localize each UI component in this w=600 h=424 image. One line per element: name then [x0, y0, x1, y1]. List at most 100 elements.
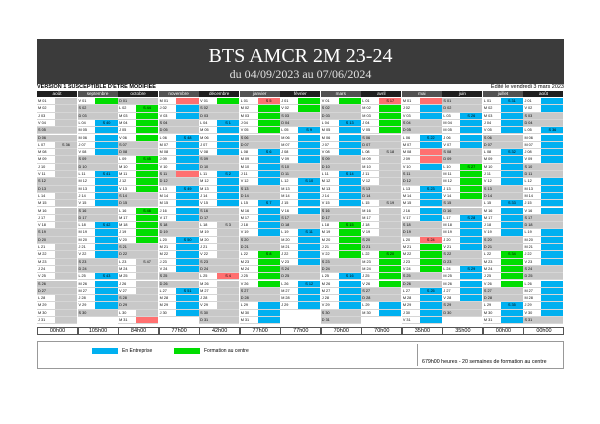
day-label: M 05 [199, 127, 217, 135]
day-label: M 26 [77, 280, 96, 288]
day-label: V 29 [320, 302, 339, 310]
day-activity-cell [541, 258, 564, 266]
day-activity-cell: S 33 [500, 200, 523, 208]
day-label: M 09 [37, 156, 55, 164]
day-activity-cell [216, 280, 240, 288]
day-label: J 02 [401, 105, 420, 113]
day-activity-cell [257, 317, 280, 325]
day-label: J 31 [37, 317, 55, 325]
day-activity-cell [176, 156, 199, 164]
day-label: D 06 [37, 134, 55, 142]
day-label: M 06 [523, 134, 542, 142]
day-label: S 30 [320, 309, 339, 317]
day-label: M 17 [239, 214, 258, 223]
day-activity-cell [95, 192, 118, 201]
day-activity-cell [135, 141, 159, 150]
day-label: J 25 [482, 273, 501, 281]
day-activity-cell [95, 229, 118, 237]
day-label: M 03 [482, 112, 501, 120]
day-activity-cell [176, 302, 199, 310]
day-label: M 19 [442, 229, 461, 237]
day-label: L 11 [199, 171, 217, 179]
day-activity-cell [216, 156, 240, 164]
day-label: M 03 [239, 112, 258, 120]
day-activity-cell: S 46 [135, 207, 159, 215]
day-label: V 22 [199, 251, 217, 259]
day-activity-cell [500, 273, 523, 281]
day-label: J 27 [442, 287, 461, 296]
day-activity-cell [257, 229, 280, 237]
day-label: V 12 [482, 178, 501, 186]
day-activity-cell [135, 214, 159, 223]
day-activity-cell [257, 309, 280, 317]
day-activity-cell [135, 185, 159, 193]
day-label: M 05 [320, 127, 339, 135]
day-activity-cell [135, 265, 159, 274]
day-label: D 25 [280, 273, 299, 281]
day-activity-cell [257, 119, 280, 128]
day-label: J 03 [37, 112, 55, 120]
day-activity-cell [460, 149, 483, 157]
day-label: L 22 [482, 251, 501, 259]
day-label: L 25 [77, 273, 96, 281]
day-label: L 15 [361, 200, 380, 208]
day-label: M 05 [442, 127, 461, 135]
day-label: V 12 [239, 178, 258, 186]
day-activity-cell [54, 295, 78, 303]
day-activity-cell [95, 185, 118, 193]
day-activity-cell [338, 149, 361, 157]
day-label: M 12 [199, 178, 217, 186]
day-label: J 06 [442, 134, 461, 142]
entreprise-label: En Entreprise [122, 348, 153, 354]
day-activity-cell [379, 222, 402, 230]
title-banner: BTS AMCR 2M 23-24 du 04/09/2023 au 07/06… [37, 39, 564, 84]
day-label: V 08 [199, 149, 217, 157]
day-label: M 10 [118, 163, 136, 171]
day-activity-cell: S 45 [135, 156, 159, 164]
day-label: V 23 [280, 258, 299, 266]
day-label: D 10 [320, 163, 339, 171]
day-activity-cell [95, 295, 118, 303]
day-label: L 14 [37, 192, 55, 201]
day-activity-cell [541, 222, 564, 230]
day-label: D 14 [239, 192, 258, 201]
day-activity-cell: S 36 [54, 141, 78, 150]
day-label: S 03 [523, 112, 542, 120]
day-label: S 09 [77, 156, 96, 164]
day-label: M 23 [37, 258, 55, 266]
day-activity-cell [257, 156, 280, 164]
day-label: M 26 [199, 280, 217, 288]
day-activity-cell [54, 178, 78, 186]
day-label: D 03 [199, 112, 217, 120]
day-label: J 20 [442, 236, 461, 244]
day-label: J 04 [239, 119, 258, 128]
day-label: J 30 [158, 309, 177, 317]
day-activity-cell [54, 207, 78, 215]
day-activity-cell [338, 280, 361, 288]
day-label: M 17 [482, 214, 501, 223]
day-label: D 24 [320, 265, 339, 274]
day-label: D 03 [320, 112, 339, 120]
day-label: S 22 [442, 251, 461, 259]
month-total: 77h00 [158, 327, 200, 335]
day-label: M 16 [361, 207, 380, 215]
day-label: S 20 [239, 236, 258, 244]
day-label: L 06 [401, 134, 420, 142]
day-activity-cell [176, 98, 199, 106]
day-label: S 25 [401, 273, 420, 281]
day-label: L 27 [401, 287, 420, 296]
day-activity-cell [338, 134, 361, 142]
day-activity-cell: S 11 [298, 229, 321, 237]
day-activity-cell [216, 185, 240, 193]
day-activity-cell [419, 98, 442, 106]
day-activity-cell [500, 295, 523, 303]
day-label: V 05 [482, 127, 501, 135]
day-label: L 21 [37, 244, 55, 252]
day-activity-cell [257, 280, 280, 288]
day-activity-cell [419, 149, 442, 157]
day-activity-cell [257, 265, 280, 274]
day-activity-cell [54, 163, 78, 171]
day-label: D 04 [523, 119, 542, 128]
day-label: S 20 [361, 236, 380, 244]
day-activity-cell [379, 185, 402, 193]
